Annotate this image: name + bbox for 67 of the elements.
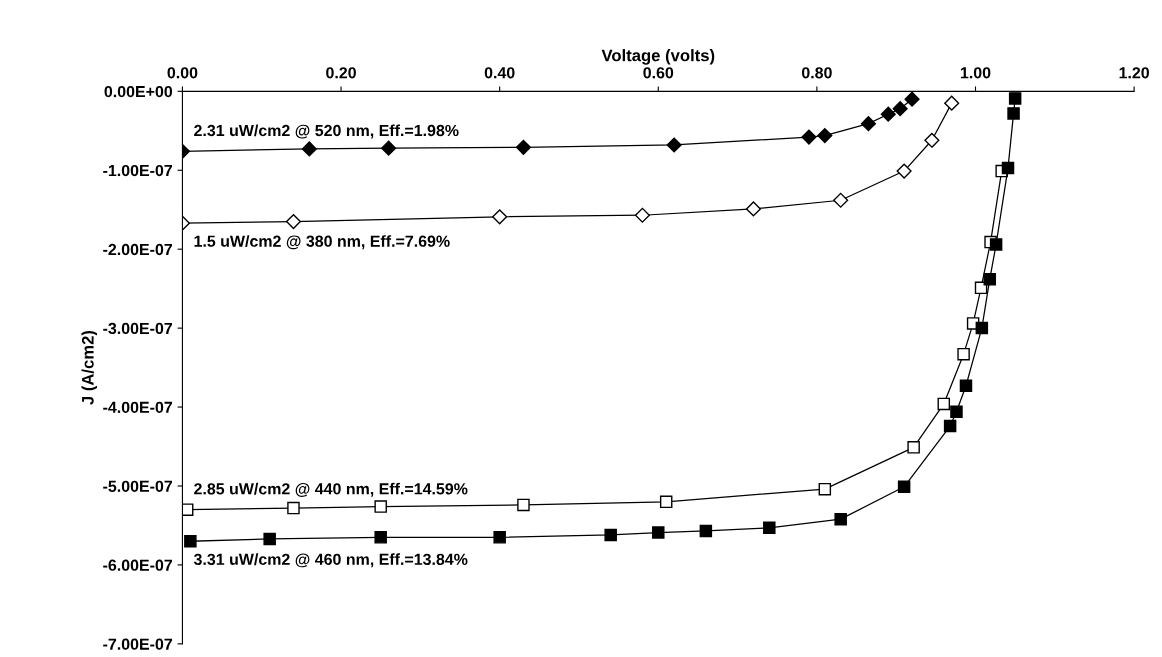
- point: [287, 501, 300, 515]
- point: [381, 140, 397, 156]
- point: [937, 397, 951, 411]
- point: [517, 498, 530, 512]
- x-tick-label: 0.40: [484, 67, 515, 79]
- point: [896, 163, 912, 179]
- point: [944, 95, 960, 111]
- point: [833, 192, 849, 208]
- y-tick-label: -3.00E-07: [103, 322, 173, 335]
- point: [989, 238, 1003, 251]
- point: [892, 101, 908, 117]
- point: [301, 141, 317, 157]
- point: [1001, 161, 1015, 175]
- y-tick-label: -7.00E-07: [103, 638, 173, 650]
- point: [184, 534, 197, 548]
- y-tick-label: -6.00E-07: [103, 559, 173, 571]
- point: [604, 528, 617, 542]
- point: [634, 207, 650, 223]
- point: [374, 531, 387, 544]
- x-tick-label: 0.60: [643, 67, 674, 79]
- x-tick-label: 0.80: [801, 67, 832, 79]
- point: [801, 129, 817, 145]
- point: [959, 379, 973, 392]
- x-tick-label: 1.00: [960, 67, 991, 79]
- point: [957, 347, 970, 361]
- point: [699, 524, 713, 538]
- point: [666, 137, 682, 153]
- point: [860, 116, 877, 132]
- point: [659, 495, 673, 509]
- point: [763, 521, 776, 535]
- x-tick-label: 0.20: [326, 67, 356, 79]
- point: [652, 526, 665, 539]
- point: [493, 531, 506, 544]
- point: [907, 441, 920, 454]
- point: [880, 106, 896, 122]
- x-tick-label: 0.00: [167, 67, 198, 79]
- point: [745, 201, 762, 217]
- point: [943, 419, 957, 433]
- point: [904, 91, 920, 107]
- y-tick-label: -1.00E-07: [103, 164, 173, 177]
- point: [983, 272, 997, 286]
- series-label: 3.31 uW/cm2 @ 460 nm, Eff.=13.84%: [193, 553, 468, 568]
- point: [182, 503, 194, 516]
- series-label: 2.31 uW/cm2 @ 520 nm, Eff.=1.98%: [194, 124, 459, 139]
- point: [285, 213, 302, 230]
- y-tick-label: 0.00E+00: [104, 85, 173, 98]
- y-axis-title: J (A/cm2): [81, 330, 98, 405]
- y-tick-label: -4.00E-07: [103, 401, 173, 413]
- point: [924, 132, 940, 148]
- point: [950, 405, 963, 419]
- point: [374, 500, 387, 513]
- point: [263, 532, 276, 546]
- x-axis-title: Voltage (volts): [601, 49, 715, 65]
- y-tick-label: -2.00E-07: [103, 243, 173, 256]
- x-tick-label: 1.20: [1119, 67, 1149, 79]
- y-tick-label: -5.00E-07: [103, 480, 173, 492]
- point: [897, 480, 911, 494]
- point: [834, 512, 847, 526]
- point: [492, 209, 508, 225]
- point: [1008, 92, 1022, 105]
- point: [975, 321, 989, 335]
- series-label: 1.5 uW/cm2 @ 380 nm, Eff.=7.69%: [194, 235, 450, 250]
- point: [817, 127, 833, 144]
- series-label: 2.85 uW/cm2 @ 440 nm, Eff.=14.59%: [194, 482, 468, 497]
- point: [515, 139, 532, 155]
- point: [1007, 107, 1020, 120]
- point: [818, 482, 832, 496]
